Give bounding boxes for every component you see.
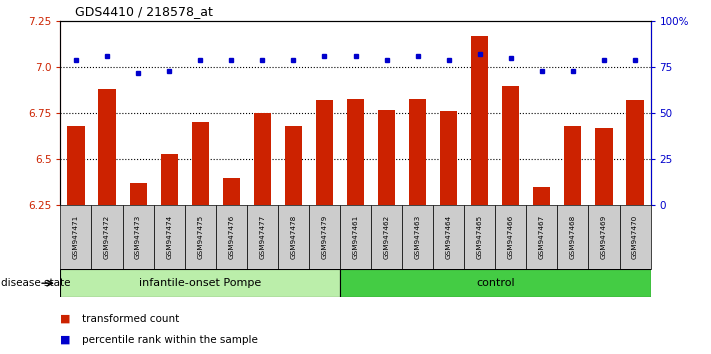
Bar: [161, 154, 178, 205]
Text: disease state: disease state: [1, 278, 70, 288]
Bar: [340, 205, 371, 269]
Bar: [433, 205, 464, 269]
Text: GSM947471: GSM947471: [73, 215, 79, 259]
Text: GSM947469: GSM947469: [601, 215, 607, 259]
Bar: [565, 126, 582, 205]
Bar: [122, 205, 154, 269]
Text: GSM947473: GSM947473: [135, 215, 141, 259]
Text: GSM947478: GSM947478: [290, 215, 296, 259]
Bar: [464, 205, 496, 269]
Bar: [589, 205, 619, 269]
Bar: [223, 178, 240, 205]
Bar: [154, 205, 185, 269]
Text: GSM947461: GSM947461: [353, 215, 358, 259]
Bar: [619, 205, 651, 269]
Bar: [316, 101, 333, 205]
Text: control: control: [476, 278, 515, 288]
Text: ■: ■: [60, 335, 71, 345]
Bar: [247, 205, 278, 269]
Bar: [409, 98, 426, 205]
Bar: [502, 86, 519, 205]
Bar: [471, 36, 488, 205]
Bar: [285, 126, 302, 205]
Text: GSM947463: GSM947463: [415, 215, 421, 259]
Bar: [626, 101, 643, 205]
Bar: [215, 205, 247, 269]
Text: GSM947464: GSM947464: [446, 215, 451, 259]
Bar: [278, 205, 309, 269]
Text: GSM947472: GSM947472: [104, 215, 110, 259]
Bar: [99, 89, 116, 205]
Text: GSM947479: GSM947479: [321, 215, 328, 259]
Bar: [60, 205, 92, 269]
Bar: [557, 205, 589, 269]
Text: GSM947468: GSM947468: [570, 215, 576, 259]
Bar: [533, 187, 550, 205]
Text: percentile rank within the sample: percentile rank within the sample: [82, 335, 257, 345]
Bar: [340, 269, 651, 297]
Text: GSM947474: GSM947474: [166, 215, 172, 259]
Text: GSM947477: GSM947477: [260, 215, 265, 259]
Text: GSM947462: GSM947462: [383, 215, 390, 259]
Bar: [192, 122, 209, 205]
Bar: [440, 112, 457, 205]
Bar: [254, 113, 271, 205]
Text: GSM947476: GSM947476: [228, 215, 234, 259]
Text: GDS4410 / 218578_at: GDS4410 / 218578_at: [75, 5, 213, 18]
Bar: [309, 205, 340, 269]
Bar: [92, 205, 122, 269]
Bar: [595, 128, 612, 205]
Bar: [185, 205, 215, 269]
Bar: [496, 205, 526, 269]
Text: GSM947466: GSM947466: [508, 215, 514, 259]
Text: GSM947467: GSM947467: [539, 215, 545, 259]
Text: GSM947470: GSM947470: [632, 215, 638, 259]
Bar: [129, 183, 146, 205]
Text: ■: ■: [60, 314, 71, 324]
Text: GSM947475: GSM947475: [197, 215, 203, 259]
Bar: [371, 205, 402, 269]
Bar: [378, 110, 395, 205]
Bar: [402, 205, 433, 269]
Bar: [68, 126, 85, 205]
Bar: [60, 269, 340, 297]
Text: transformed count: transformed count: [82, 314, 179, 324]
Bar: [526, 205, 557, 269]
Bar: [347, 98, 364, 205]
Text: infantile-onset Pompe: infantile-onset Pompe: [139, 278, 262, 288]
Text: GSM947465: GSM947465: [477, 215, 483, 259]
